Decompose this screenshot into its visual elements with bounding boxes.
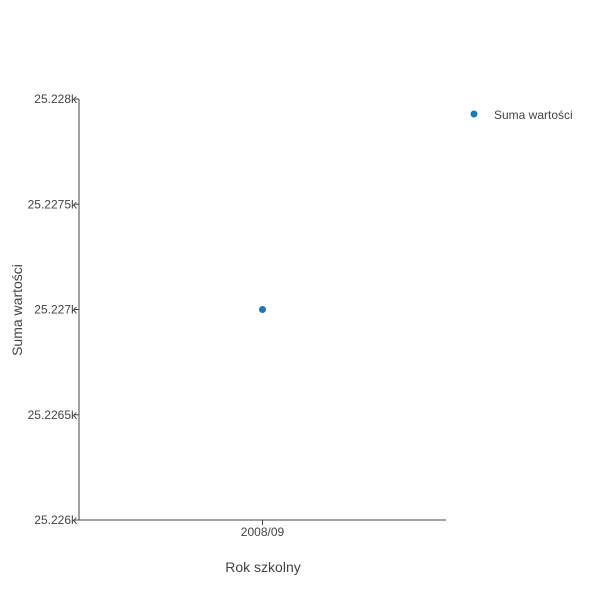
x-axis-title: Rok szkolny [225, 559, 300, 575]
y-tick-label: 25.227k [34, 303, 78, 317]
y-tick-label: 25.226k [34, 513, 78, 527]
y-tick-label: 25.228k [34, 92, 78, 106]
y-axis-title: Suma wartości [9, 264, 25, 356]
y-tick-label: 25.2275k [28, 197, 78, 211]
y-axis-ticks: 25.226k 25.2265k 25.227k 25.2275k 25.228k [28, 92, 79, 527]
y-tick-label: 25.2265k [28, 408, 78, 422]
data-points [259, 306, 266, 313]
legend-marker-suma-wartosci [470, 110, 478, 118]
legend-label: Suma wartości [494, 108, 573, 122]
legend[interactable]: Suma wartości [470, 108, 573, 122]
data-point[interactable] [259, 306, 266, 313]
x-tick-label: 2008/09 [241, 525, 285, 539]
x-axis-ticks: 2008/09 [241, 520, 285, 539]
